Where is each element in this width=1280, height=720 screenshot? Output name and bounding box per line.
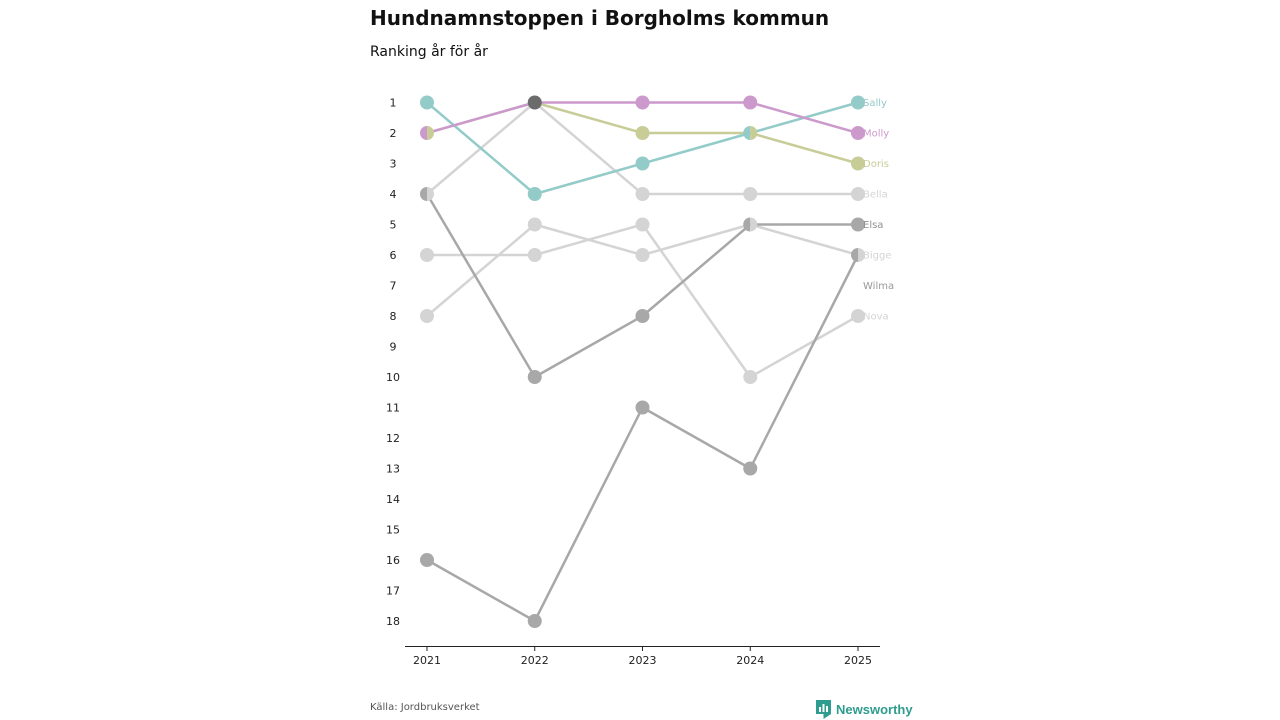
x-tick-label: 2022 xyxy=(521,654,549,667)
series-end-label: Molly xyxy=(863,129,889,140)
data-point xyxy=(635,309,650,323)
data-point xyxy=(635,126,650,140)
data-point xyxy=(851,217,865,232)
x-tick-label: 2023 xyxy=(629,654,657,667)
y-tick-label: 1 xyxy=(390,97,397,110)
bump-chart: 2021 2022 2023 2024 202512345678910111213141… xyxy=(386,95,894,667)
data-point xyxy=(420,187,427,201)
data-point xyxy=(420,248,434,262)
data-point xyxy=(420,309,434,323)
y-tick-label: 5 xyxy=(390,219,397,232)
data-point xyxy=(527,370,542,384)
data-point xyxy=(635,248,650,262)
y-tick-label: 9 xyxy=(390,341,397,354)
data-point xyxy=(851,95,865,110)
source-note: Källa: Jordbruksverket xyxy=(370,702,480,713)
data-point xyxy=(851,309,865,323)
data-point xyxy=(743,370,758,384)
data-point xyxy=(743,126,751,140)
y-tick-label: 16 xyxy=(386,554,400,567)
data-point xyxy=(527,95,542,110)
series-end-label: Nova xyxy=(863,312,889,323)
y-tick-label: 4 xyxy=(390,188,397,201)
data-point xyxy=(635,217,650,232)
data-point xyxy=(527,614,542,628)
x-tick-label: 2021 xyxy=(413,654,441,667)
y-tick-label: 15 xyxy=(386,524,400,537)
data-point xyxy=(851,187,865,201)
newsworthy-logo-icon xyxy=(816,700,831,719)
y-tick-label: 10 xyxy=(386,371,400,384)
y-tick-label: 3 xyxy=(390,158,397,171)
y-tick-label: 18 xyxy=(386,615,400,628)
data-point xyxy=(635,400,650,415)
data-point xyxy=(743,95,758,110)
y-tick-label: 11 xyxy=(386,402,400,415)
data-point xyxy=(851,248,858,262)
series-end-label: Bella xyxy=(863,190,888,201)
y-tick-label: 13 xyxy=(386,463,400,476)
y-tick-label: 7 xyxy=(390,280,397,293)
data-point xyxy=(527,248,542,262)
x-tick-label: 2024 xyxy=(736,654,764,667)
y-tick-label: 17 xyxy=(386,585,400,598)
data-point xyxy=(743,461,758,476)
y-tick-label: 6 xyxy=(390,249,397,262)
series-end-label: Bigge xyxy=(863,251,892,262)
brand-name: Newsworthy xyxy=(836,702,913,717)
y-tick-label: 8 xyxy=(390,310,397,323)
series-end-label: Wilma xyxy=(863,281,894,292)
data-point xyxy=(851,126,865,140)
chart-subtitle: Ranking år för år xyxy=(370,44,488,60)
data-point xyxy=(743,187,758,201)
data-point xyxy=(635,95,650,110)
data-point xyxy=(420,553,434,567)
data-point xyxy=(635,187,650,201)
x-tick-label: 2025 xyxy=(844,654,872,667)
series-line-bella xyxy=(425,101,860,196)
series-end-label: Elsa xyxy=(863,220,883,231)
y-tick-label: 12 xyxy=(386,432,400,445)
data-point xyxy=(527,217,542,232)
series-line-sally xyxy=(425,101,860,196)
data-point xyxy=(750,126,758,140)
data-point xyxy=(420,95,434,110)
data-point xyxy=(427,187,434,201)
brand-logo: Newsworthy xyxy=(816,700,913,719)
data-point xyxy=(420,126,427,140)
data-point xyxy=(527,187,542,201)
y-tick-label: 2 xyxy=(390,127,397,140)
data-point xyxy=(427,126,434,140)
chart-title: Hundnamnstoppen i Borgholms kommun xyxy=(370,6,830,30)
series-line-nova xyxy=(425,223,860,379)
series-end-label: Doris xyxy=(863,159,889,170)
data-point xyxy=(743,217,751,232)
data-point xyxy=(750,217,758,232)
data-point xyxy=(858,248,865,262)
data-point xyxy=(851,156,865,171)
data-point xyxy=(635,156,650,171)
y-tick-label: 14 xyxy=(386,493,400,506)
series-end-label: Sally xyxy=(863,98,887,109)
